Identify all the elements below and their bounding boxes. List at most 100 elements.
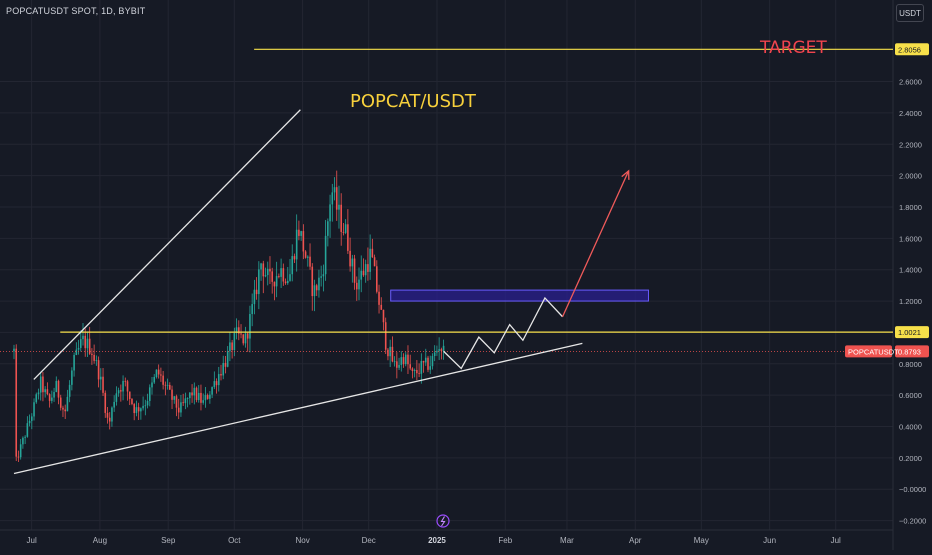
candle-up xyxy=(358,267,360,301)
candle-down xyxy=(271,267,273,294)
candle-up xyxy=(115,386,118,406)
candle-up xyxy=(186,397,189,408)
y-tick-label: 2.4000 xyxy=(899,109,922,118)
candle-up xyxy=(264,267,267,278)
chart-title-annotation[interactable]: POPCAT/USDT xyxy=(350,91,477,112)
candle-up xyxy=(35,392,38,404)
candle-down xyxy=(311,263,314,311)
candle-down xyxy=(162,370,164,390)
target-label[interactable]: TARGET xyxy=(759,38,827,58)
y-axis[interactable]: 2.6000 2.4000 2.2000 2.0000 1.8000 1.6000 1.40… xyxy=(899,78,926,526)
candle-down xyxy=(104,390,107,418)
candle-down xyxy=(177,398,180,420)
candle-up xyxy=(320,265,322,287)
candle-up xyxy=(44,386,46,398)
candle-down xyxy=(373,254,376,267)
candle-up xyxy=(39,371,42,401)
candles[interactable] xyxy=(13,170,445,463)
candle-down xyxy=(220,364,222,381)
candle-up xyxy=(100,368,102,391)
currency-button[interactable]: USDT xyxy=(896,4,924,22)
candle-down xyxy=(246,331,249,352)
candle-up xyxy=(333,177,336,201)
candle-up xyxy=(202,393,204,405)
x-tick-label: Nov xyxy=(295,536,309,545)
candle-up xyxy=(291,244,294,282)
candle-up xyxy=(313,279,316,312)
candle-down xyxy=(371,238,374,258)
candle-up xyxy=(144,399,147,416)
candle-down xyxy=(362,258,365,277)
candle-up xyxy=(31,413,33,430)
candle-up xyxy=(400,351,403,372)
y-tick-label: 2.6000 xyxy=(899,78,922,87)
lightning-icon[interactable] xyxy=(436,514,450,528)
candle-up xyxy=(166,378,169,390)
x-tick-label: Jun xyxy=(763,536,776,545)
candle-up xyxy=(117,387,120,397)
candle-up xyxy=(420,353,423,384)
target-price-tag: 2.8056 xyxy=(895,43,929,56)
candle-up xyxy=(244,326,247,348)
y-tick-label: 1.4000 xyxy=(899,266,922,275)
x-tick-label: Oct xyxy=(228,536,241,545)
x-tick-label: Mar xyxy=(560,536,574,545)
candle-down xyxy=(120,384,122,402)
x-tick-label: Dec xyxy=(362,536,376,545)
resistance-zone[interactable] xyxy=(390,289,649,302)
candle-down xyxy=(382,309,385,331)
candle-down xyxy=(215,378,218,394)
candle-up xyxy=(86,331,89,358)
candle-up xyxy=(280,258,282,288)
x-tick-label: Jul xyxy=(831,536,841,545)
candle-up xyxy=(142,396,144,411)
candle-up xyxy=(327,218,329,247)
candle-up xyxy=(249,305,251,353)
candle-down xyxy=(315,283,318,296)
candle-down xyxy=(402,353,405,368)
candle-up xyxy=(211,386,213,399)
candle-up xyxy=(146,393,149,409)
projection-path[interactable] xyxy=(443,296,564,370)
candle-down xyxy=(128,391,131,406)
candle-down xyxy=(84,328,87,357)
candle-down xyxy=(102,368,104,396)
candle-up xyxy=(26,416,29,438)
candle-up xyxy=(289,259,291,282)
candle-down xyxy=(309,243,311,270)
candle-up xyxy=(429,355,432,374)
x-axis[interactable]: Jul Aug Sep Oct Nov Dec 2025 Feb Mar Apr May Jun Jul xyxy=(27,536,842,545)
candle-up xyxy=(66,389,69,412)
candle-down xyxy=(108,412,111,430)
candle-up xyxy=(389,339,391,368)
target-arrow[interactable] xyxy=(561,169,630,318)
candle-down xyxy=(255,277,258,300)
candle-up xyxy=(77,339,80,355)
candle-down xyxy=(355,276,358,301)
candle-up xyxy=(307,255,309,267)
candle-down xyxy=(418,363,420,378)
candle-up xyxy=(37,388,40,400)
candle-up xyxy=(398,357,400,370)
candle-up xyxy=(53,387,55,402)
svg-text:2.8056: 2.8056 xyxy=(898,45,921,54)
candle-down xyxy=(411,367,414,379)
candle-up xyxy=(184,392,187,410)
y-tick-label: 0.2000 xyxy=(899,454,922,463)
candle-up xyxy=(229,332,231,362)
candle-up xyxy=(113,395,115,412)
candle-up xyxy=(13,344,15,360)
candle-up xyxy=(71,367,73,391)
candle-up xyxy=(28,414,31,427)
candle-down xyxy=(97,356,100,388)
candle-up xyxy=(235,318,238,340)
candle-up xyxy=(19,439,22,460)
support-trendline[interactable] xyxy=(13,342,583,475)
candle-down xyxy=(387,347,389,361)
candle-up xyxy=(351,254,354,283)
candle-down xyxy=(206,393,209,400)
channel-upper-line[interactable] xyxy=(33,109,301,380)
candle-down xyxy=(157,364,160,379)
